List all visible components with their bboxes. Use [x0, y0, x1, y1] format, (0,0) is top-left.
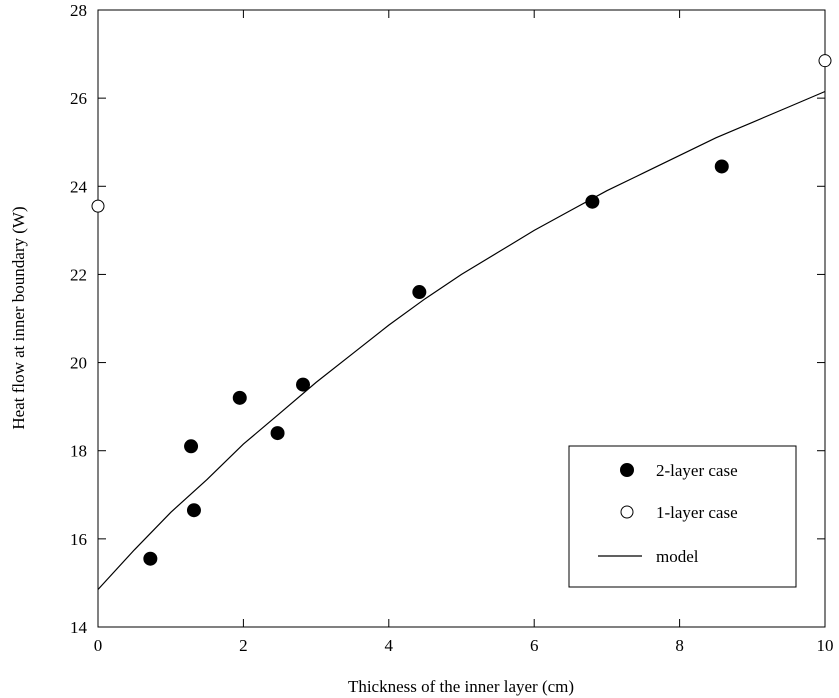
legend-label-1-layer: 1-layer case	[656, 503, 738, 522]
x-tick-label: 10	[817, 636, 834, 655]
model-curve	[97, 90, 826, 590]
legend-box	[568, 445, 797, 588]
point-1-layer	[818, 54, 832, 68]
legend: 2-layer case 1-layer case model	[568, 445, 797, 588]
point-2-layer	[270, 426, 285, 441]
y-tick-label: 24	[70, 177, 88, 196]
legend-marker-1-layer	[620, 505, 634, 519]
points-layer	[91, 54, 832, 566]
model-layer	[97, 90, 826, 590]
y-tick-label: 18	[70, 442, 87, 461]
point-2-layer	[296, 377, 311, 392]
point-2-layer	[186, 503, 201, 518]
x-tick-label: 2	[239, 636, 248, 655]
legend-marker-2-layer	[620, 463, 634, 477]
x-tick-label: 4	[385, 636, 394, 655]
y-tick-label: 22	[70, 265, 87, 284]
point-2-layer	[184, 439, 199, 454]
legend-label-model: model	[656, 547, 699, 566]
x-tick-label: 6	[530, 636, 539, 655]
plot-frame	[97, 9, 826, 628]
point-2-layer	[232, 390, 247, 405]
y-tick-label: 14	[70, 618, 88, 637]
y-tick-label: 16	[70, 530, 87, 549]
point-2-layer	[714, 159, 729, 174]
point-1-layer	[91, 199, 105, 213]
x-tick-label: 0	[94, 636, 103, 655]
y-tick-label: 28	[70, 1, 87, 20]
x-axis-label: Thickness of the inner layer (cm)	[348, 677, 574, 696]
y-tick-label: 20	[70, 354, 87, 373]
point-2-layer	[412, 285, 427, 300]
x-tick-label: 8	[675, 636, 684, 655]
point-2-layer	[143, 551, 158, 566]
y-tick-label: 26	[70, 89, 87, 108]
y-axis-label: Heat flow at inner boundary (W)	[9, 206, 28, 429]
axis-ticks	[97, 9, 826, 628]
legend-label-2-layer: 2-layer case	[656, 461, 738, 480]
point-2-layer	[585, 194, 600, 209]
